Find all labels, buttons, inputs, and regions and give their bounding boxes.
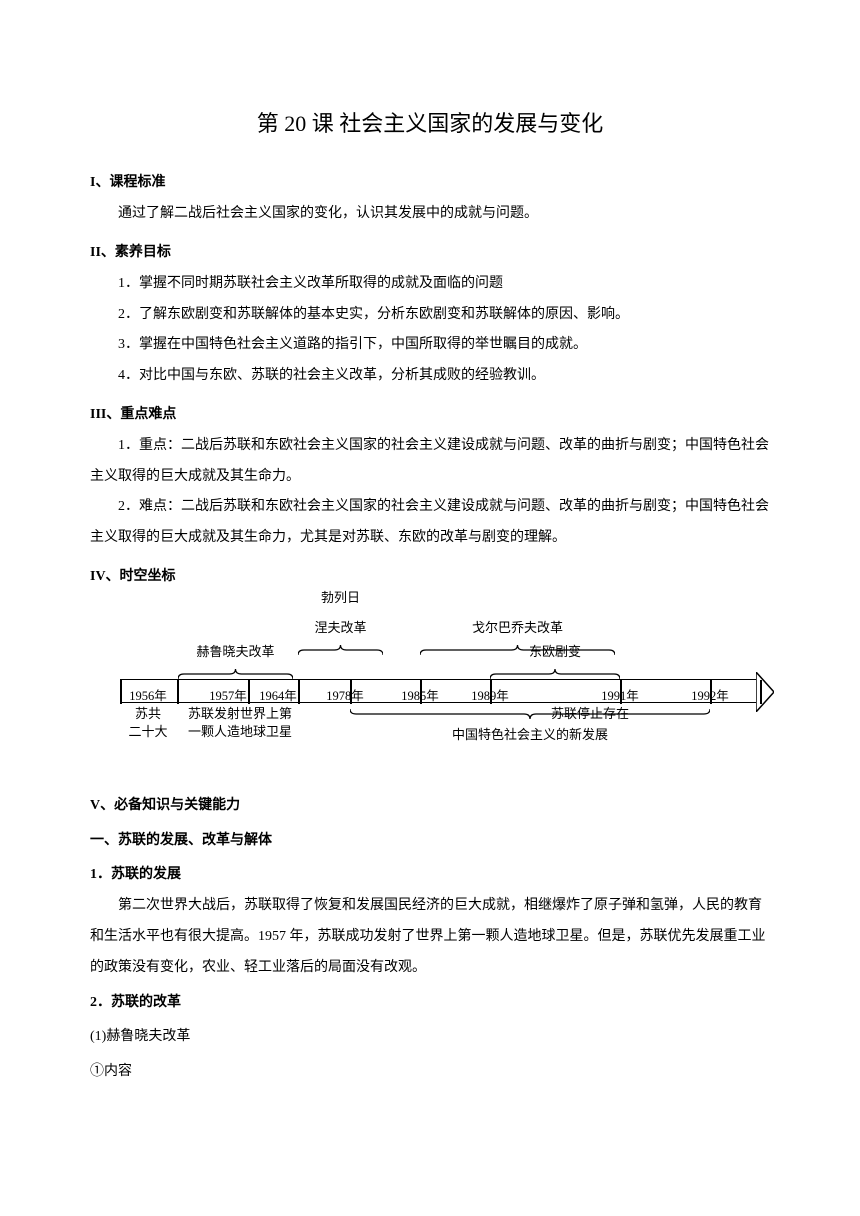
timeline-lower-label: 苏共二十大 bbox=[128, 705, 167, 741]
section-5-heading: V、必备知识与关键能力 bbox=[90, 791, 770, 822]
section-2-heading: II、素养目标 bbox=[90, 238, 770, 269]
s5-body2: 第二次世界大战后，苏联取得了恢复和发展国民经济的巨大成就，相继爆炸了原子弹和氢弹… bbox=[90, 891, 770, 983]
s3-p2: 2．难点：二战后苏联和东欧社会主义国家的社会主义建设成就与问题、改革的曲折与剧变… bbox=[90, 492, 770, 554]
s5-sub1: 一、苏联的发展、改革与解体 bbox=[90, 826, 770, 857]
timeline-upper: 赫鲁晓夫改革勃列日涅夫改革戈尔巴乔夫改革东欧剧变 bbox=[120, 609, 760, 679]
timeline-tick bbox=[120, 680, 122, 704]
section-1-body: 通过了解二战后社会主义国家的变化，认识其发展中的成就与问题。 bbox=[90, 199, 770, 230]
timeline-tick bbox=[248, 680, 250, 704]
timeline-tick bbox=[760, 680, 762, 704]
s5-p3b: ①内容 bbox=[90, 1057, 770, 1088]
timeline-lower-label: 苏联发射世界上第一颗人造地球卫星 bbox=[188, 705, 292, 741]
timeline: 赫鲁晓夫改革勃列日涅夫改革戈尔巴乔夫改革东欧剧变 1956年1957年1964年… bbox=[120, 609, 760, 775]
s2-item-1: 1．掌握不同时期苏联社会主义改革所取得的成就及面临的问题 bbox=[90, 269, 770, 300]
timeline-bar: 1956年1957年1964年1978年1985年1989年1991年1992年 bbox=[120, 679, 760, 703]
s2-item-3: 3．掌握在中国特色社会主义道路的指引下，中国所取得的举世瞩目的成就。 bbox=[90, 330, 770, 361]
s2-item-2: 2．了解东欧剧变和苏联解体的基本史实，分析东欧剧变和苏联解体的原因、影响。 bbox=[90, 300, 770, 331]
section-1-heading: I、课程标准 bbox=[90, 168, 770, 199]
timeline-lower-bracket: 中国特色社会主义的新发展 bbox=[350, 709, 710, 752]
timeline-bracket: 勃列日涅夫改革 bbox=[298, 584, 383, 655]
section-4-heading: IV、时空坐标 bbox=[90, 562, 770, 593]
timeline-tick bbox=[177, 680, 179, 704]
page-title: 第 20 课 社会主义国家的发展与变化 bbox=[90, 100, 770, 148]
s5-sub2: 1．苏联的发展 bbox=[90, 860, 770, 891]
timeline-bracket: 东欧剧变 bbox=[490, 638, 620, 679]
s3-p1: 1．重点：二战后苏联和东欧社会主义国家的社会主义建设成就与问题、改革的曲折与剧变… bbox=[90, 431, 770, 493]
s5-p3a: (1)赫鲁晓夫改革 bbox=[90, 1022, 770, 1053]
section-3-heading: III、重点难点 bbox=[90, 400, 770, 431]
timeline-lower: 苏共二十大苏联发射世界上第一颗人造地球卫星苏联停止存在中国特色社会主义的新发展 bbox=[120, 705, 760, 775]
s2-item-4: 4．对比中国与东欧、苏联的社会主义改革，分析其成败的经验教训。 bbox=[90, 361, 770, 392]
timeline-bracket: 赫鲁晓夫改革 bbox=[178, 638, 293, 679]
s5-sub3: 2．苏联的改革 bbox=[90, 988, 770, 1019]
timeline-tick bbox=[298, 680, 300, 704]
